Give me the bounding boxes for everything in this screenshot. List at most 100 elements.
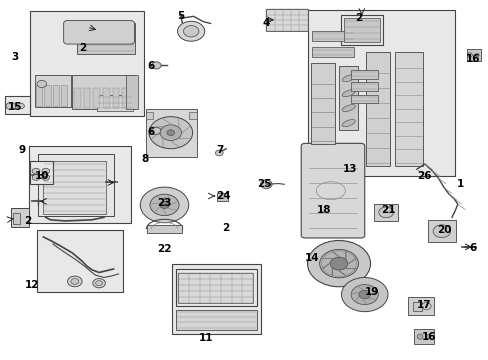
Bar — [175, 269, 257, 306]
Text: 6: 6 — [469, 243, 476, 253]
Circle shape — [37, 80, 46, 87]
Text: 23: 23 — [157, 198, 171, 208]
Circle shape — [260, 180, 272, 189]
Text: 6: 6 — [147, 61, 155, 71]
Circle shape — [42, 175, 49, 180]
Bar — [365, 52, 389, 166]
Text: 2: 2 — [222, 223, 229, 233]
Bar — [427, 220, 455, 242]
Text: 5: 5 — [177, 11, 184, 21]
Bar — [30, 162, 52, 184]
Text: 20: 20 — [436, 225, 450, 235]
Bar — [52, 85, 59, 106]
Bar — [29, 146, 130, 223]
Ellipse shape — [467, 53, 471, 57]
Circle shape — [350, 285, 378, 305]
Circle shape — [421, 303, 430, 310]
Bar — [145, 109, 196, 157]
Bar — [72, 75, 135, 109]
Text: 2: 2 — [79, 43, 86, 53]
Circle shape — [341, 278, 387, 312]
Circle shape — [151, 127, 161, 134]
Polygon shape — [331, 251, 338, 257]
Text: 2: 2 — [23, 216, 31, 226]
Text: 21: 21 — [381, 205, 395, 215]
Text: 1: 1 — [456, 179, 463, 189]
Text: A: A — [163, 197, 166, 202]
Text: 15: 15 — [7, 102, 22, 112]
Bar — [77, 23, 135, 54]
Bar — [125, 75, 138, 109]
Bar — [145, 112, 153, 119]
Circle shape — [96, 281, 102, 286]
Circle shape — [307, 240, 370, 287]
Text: 24: 24 — [215, 191, 230, 201]
Bar — [97, 95, 133, 111]
Text: 19: 19 — [364, 287, 378, 297]
Circle shape — [42, 168, 49, 174]
Text: 16: 16 — [465, 54, 480, 64]
Circle shape — [166, 130, 174, 135]
Bar — [122, 88, 129, 108]
Circle shape — [71, 279, 79, 284]
Circle shape — [177, 21, 204, 41]
Circle shape — [32, 168, 40, 174]
Bar — [350, 82, 377, 91]
Bar — [175, 310, 257, 330]
Bar — [338, 66, 358, 130]
Circle shape — [67, 276, 82, 287]
Circle shape — [93, 279, 105, 288]
Bar — [102, 88, 109, 108]
Text: 4: 4 — [262, 18, 269, 28]
Circle shape — [329, 257, 347, 270]
Circle shape — [151, 62, 161, 69]
Bar — [343, 18, 380, 42]
Text: 9: 9 — [19, 145, 26, 155]
Circle shape — [215, 150, 223, 156]
Circle shape — [17, 103, 24, 109]
Ellipse shape — [342, 120, 355, 127]
Bar — [189, 112, 196, 119]
Bar — [30, 11, 144, 116]
Ellipse shape — [342, 90, 355, 97]
Ellipse shape — [416, 334, 422, 339]
Bar — [266, 9, 307, 31]
Text: 16: 16 — [421, 332, 435, 342]
Text: 2: 2 — [354, 13, 361, 23]
Bar — [43, 161, 106, 214]
Text: 7: 7 — [216, 145, 224, 155]
Bar — [350, 95, 377, 103]
Bar — [13, 213, 20, 225]
Circle shape — [358, 290, 370, 299]
Ellipse shape — [342, 105, 355, 112]
Bar — [412, 302, 421, 311]
Text: 25: 25 — [257, 179, 271, 189]
Text: 17: 17 — [416, 300, 430, 310]
Text: 22: 22 — [157, 244, 171, 255]
FancyBboxPatch shape — [301, 143, 364, 238]
Circle shape — [149, 117, 192, 149]
Ellipse shape — [474, 53, 478, 57]
Bar — [93, 88, 100, 108]
Text: 3: 3 — [11, 52, 18, 62]
Bar — [74, 88, 81, 108]
FancyBboxPatch shape — [63, 21, 134, 44]
Bar — [394, 52, 422, 166]
Circle shape — [319, 249, 358, 278]
Circle shape — [150, 194, 179, 216]
Text: 6: 6 — [147, 127, 155, 137]
Ellipse shape — [342, 75, 355, 82]
Bar — [341, 14, 382, 45]
Circle shape — [160, 125, 181, 140]
Bar — [171, 264, 261, 334]
Text: 8: 8 — [141, 154, 148, 164]
Text: 26: 26 — [416, 171, 430, 181]
Text: 12: 12 — [25, 280, 40, 290]
Bar — [178, 273, 253, 303]
Bar — [216, 193, 227, 201]
Circle shape — [432, 225, 449, 238]
Bar — [39, 154, 113, 216]
Bar — [413, 329, 433, 344]
Circle shape — [378, 207, 392, 218]
Bar — [112, 88, 119, 108]
